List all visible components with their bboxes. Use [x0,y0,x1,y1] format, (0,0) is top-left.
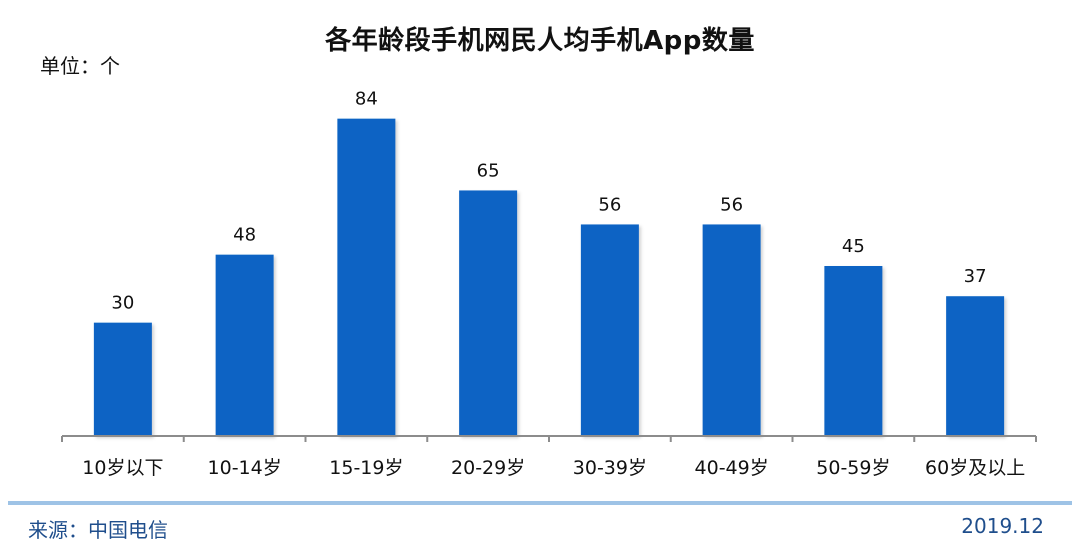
x-tick-label-8: 60岁及以上 [925,457,1025,479]
bar-3 [337,118,396,437]
source-label: 来源：中国电信 [28,518,168,542]
bar-2 [215,254,274,436]
x-tick-label-6: 40-49岁 [695,457,769,479]
unit-label: 单位：个 [40,54,120,78]
data-label-1: 30 [111,293,134,314]
bar-1 [93,322,152,436]
bar-4 [459,190,518,436]
x-tick-label-2: 10-14岁 [208,457,282,479]
data-label-8: 37 [964,266,987,287]
data-label-6: 56 [720,194,743,215]
data-label-7: 45 [842,236,865,257]
chart-title: 各年龄段手机网民人均手机App数量 [325,26,755,56]
bar-8 [946,296,1005,436]
bar-6 [702,224,761,436]
bar-5 [580,224,639,436]
x-tick-label-4: 20-29岁 [451,457,525,479]
data-label-3: 84 [355,89,378,110]
bar-7 [824,266,883,436]
data-label-4: 65 [477,160,500,181]
x-tick-label-7: 50-59岁 [816,457,890,479]
date-label: 2019.12 [961,514,1044,538]
x-tick-label-3: 15-19岁 [329,457,403,479]
data-label-5: 56 [598,194,621,215]
data-label-2: 48 [233,225,256,246]
x-tick-label-1: 10岁以下 [82,457,163,479]
x-tick-label-5: 30-39岁 [573,457,647,479]
